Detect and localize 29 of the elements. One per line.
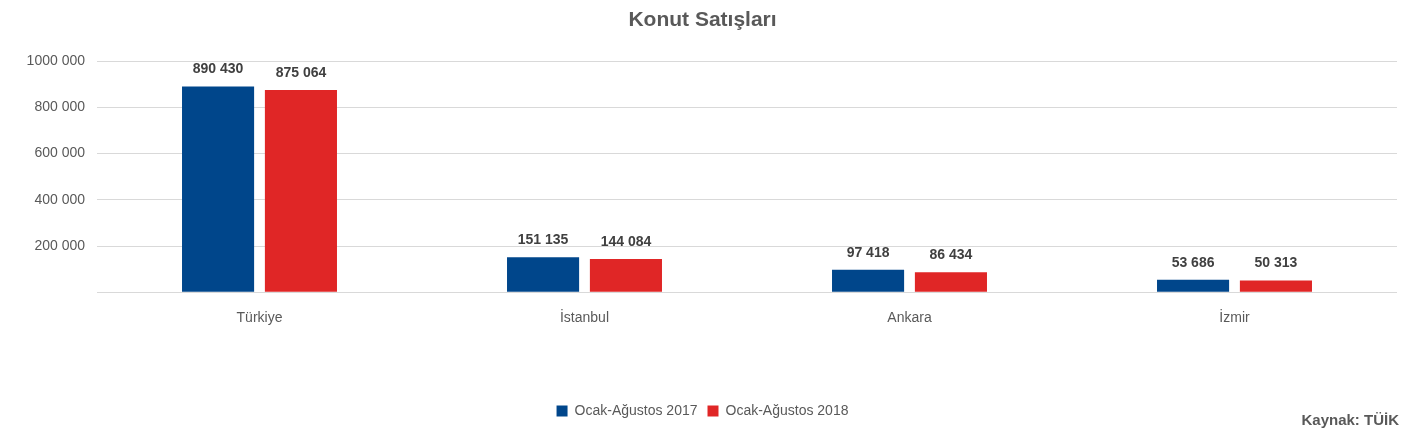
legend-label: Ocak-Ağustos 2017 [574,401,698,418]
x-tick-label: Türkiye [236,309,283,326]
y-tick-label: 600 000 [34,144,86,161]
data-label: 97 418 [846,243,890,260]
bar [832,269,905,292]
bar [182,86,255,292]
data-label: 86 434 [929,246,973,263]
data-label: 875 064 [275,63,327,80]
data-label: 144 084 [600,232,652,249]
x-tick-label: İzmir [1219,308,1250,326]
legend-label: Ocak-Ağustos 2018 [725,401,849,418]
data-label: 50 313 [1254,254,1298,271]
bar [1239,280,1312,292]
data-label: 890 430 [192,60,244,77]
chart-title: Konut Satışları [628,7,777,31]
bar [914,272,987,292]
bar [507,257,580,292]
y-tick-label: 1000 000 [26,52,86,69]
y-tick-label: 400 000 [34,190,86,207]
y-tick-label: 800 000 [34,98,86,115]
bar [1157,279,1230,292]
y-tick-label: 200 000 [34,236,86,253]
bar [589,258,662,292]
data-label: 53 686 [1171,253,1215,270]
bar [264,90,337,292]
text: Kaynak: TÜİK [1301,410,1400,428]
x-tick-label: Ankara [887,309,932,326]
data-label: 151 135 [517,231,569,248]
x-tick-label: İstanbul [559,308,610,326]
